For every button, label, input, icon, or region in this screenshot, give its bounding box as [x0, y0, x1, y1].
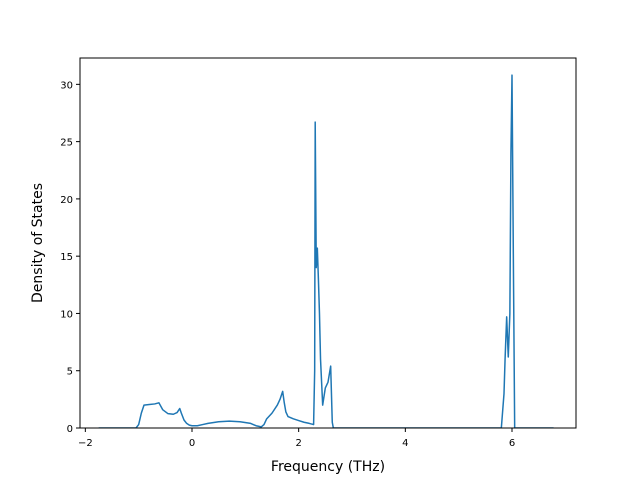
y-tick-label: 30: [60, 80, 73, 91]
x-tick-label: 6: [509, 438, 515, 449]
y-tick-label: 0: [67, 424, 73, 435]
y-tick-label: 25: [60, 138, 73, 149]
y-tick-label: 5: [67, 367, 73, 378]
dos-series-line: [98, 74, 554, 428]
x-axis-ticks: −2 0 2 4 6: [78, 428, 515, 449]
y-tick-label: 10: [60, 309, 73, 320]
y-axis-ticks: 0 5 10 15 20 25 30: [60, 80, 80, 435]
y-tick-label: 15: [60, 252, 73, 263]
x-tick-label: 4: [402, 438, 408, 449]
x-tick-label: −2: [78, 438, 93, 449]
x-tick-label: 2: [295, 438, 301, 449]
y-axis-label: Density of States: [30, 183, 46, 303]
x-tick-label: 0: [189, 438, 195, 449]
plot-frame: [79, 57, 577, 429]
x-axis-label: Frequency (THz): [271, 459, 385, 475]
y-tick-label: 20: [60, 195, 73, 206]
